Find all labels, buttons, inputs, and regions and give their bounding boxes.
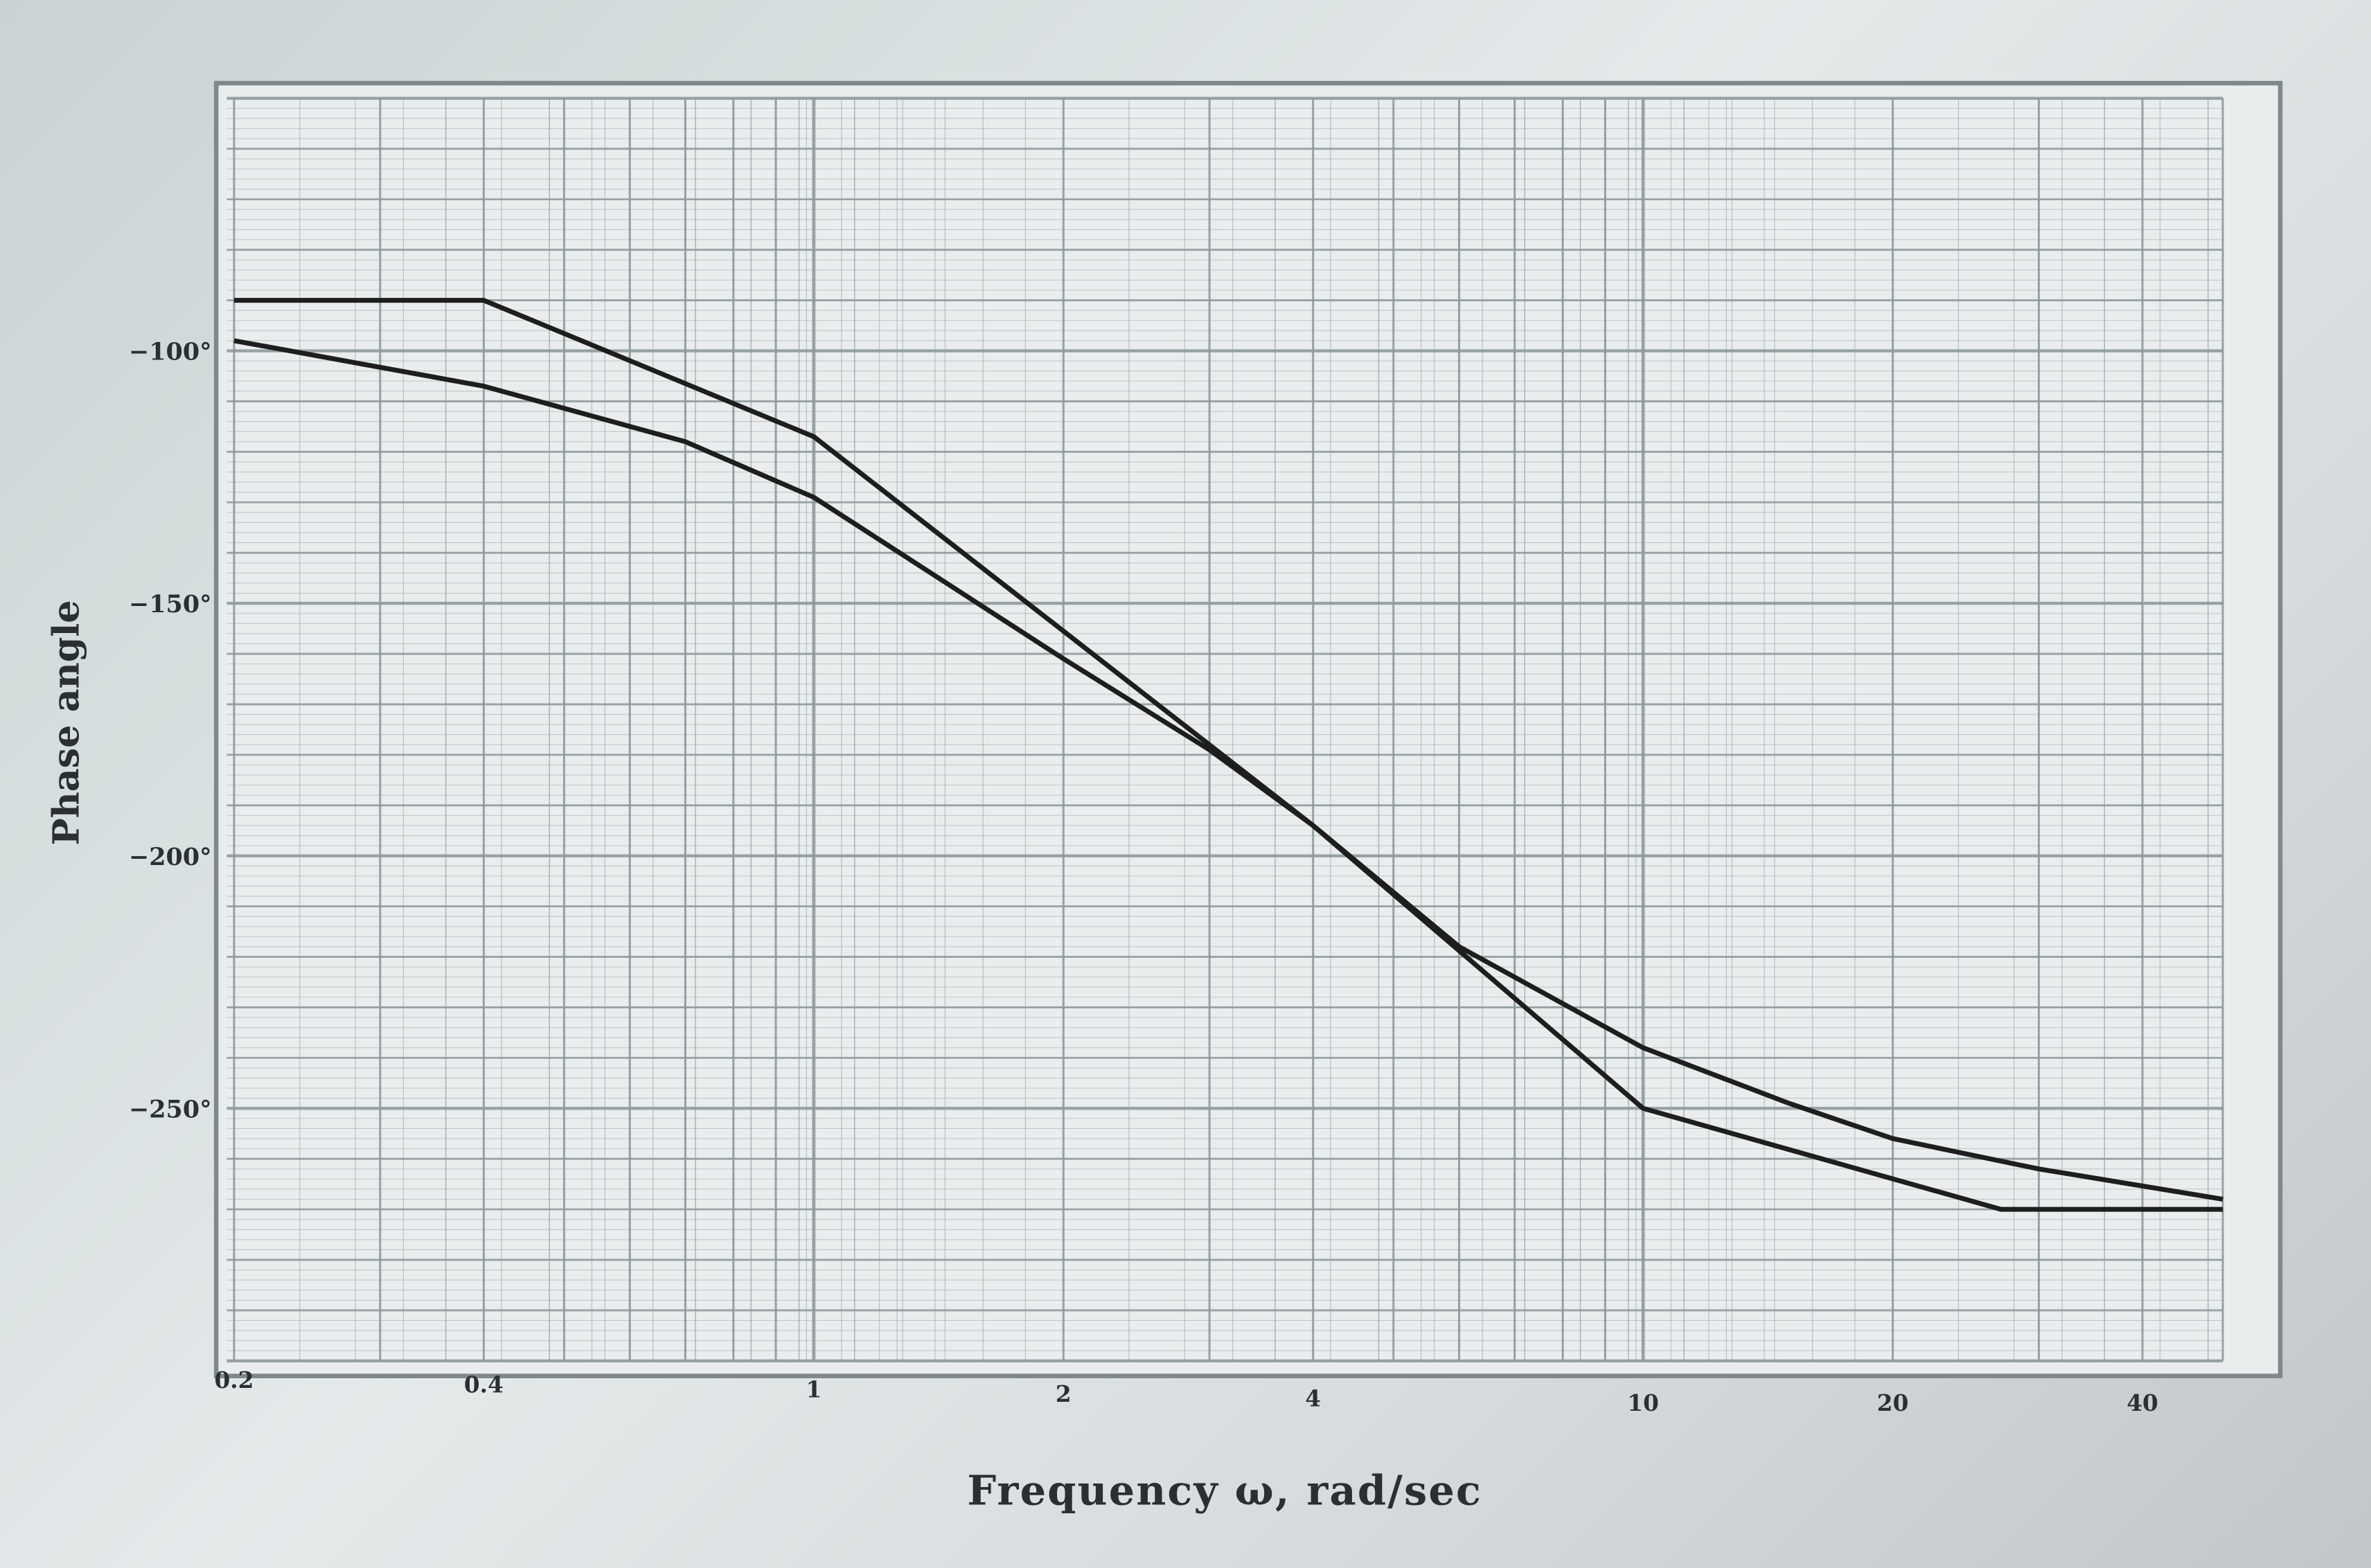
grid <box>227 96 2224 1363</box>
x-tick-label: 40 <box>2126 1389 2158 1416</box>
y-axis-label: Phase angle <box>46 600 88 845</box>
x-tick-label: 20 <box>1877 1389 1909 1416</box>
x-tick-label: 4 <box>1305 1384 1321 1411</box>
y-tick-label: −250° <box>129 1095 212 1123</box>
series-layer <box>233 298 2223 1212</box>
x-tick-label: 0.4 <box>464 1371 504 1398</box>
phase-curve <box>233 338 2223 1202</box>
y-tick-labels: −100° −150° −200° −250° <box>129 338 212 1124</box>
x-tick-label: 0.2 <box>214 1366 254 1393</box>
plot-background <box>213 80 2283 1379</box>
y-tick-label: −150° <box>129 590 212 618</box>
y-tick-label: −100° <box>129 338 212 366</box>
x-tick-label: 1 <box>806 1375 822 1402</box>
x-tick-label: 10 <box>1627 1389 1659 1416</box>
x-tick-label: 2 <box>1056 1380 1072 1407</box>
x-axis-label: Frequency ω, rad/sec <box>967 1466 1482 1514</box>
y-tick-label: −200° <box>129 843 212 871</box>
x-tick-labels: 0.2 0.4 1 2 4 10 20 40 <box>214 1366 2158 1416</box>
